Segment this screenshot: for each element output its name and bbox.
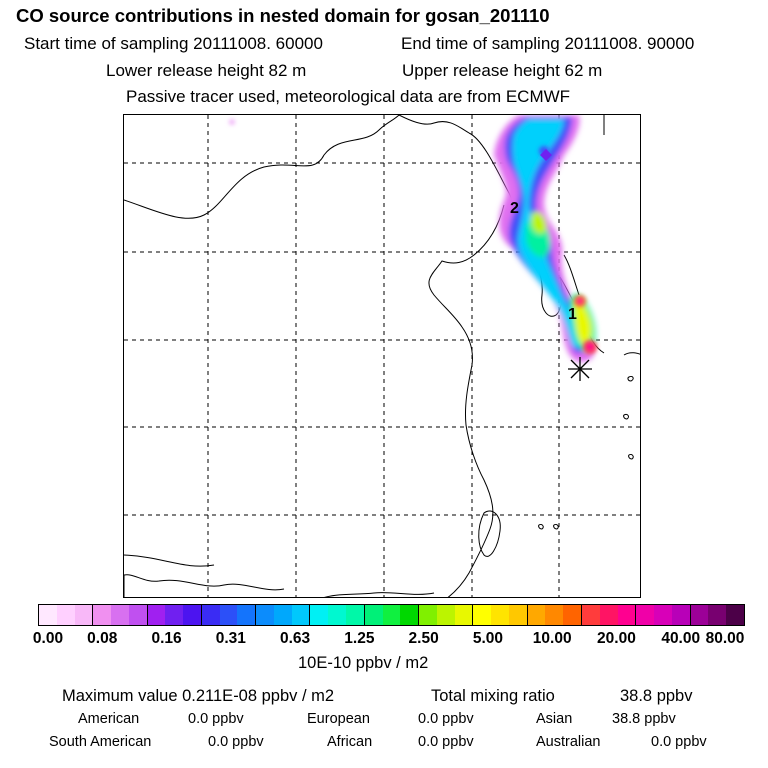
- colorbar-swatch: [654, 605, 672, 625]
- region-value: 38.8 ppbv: [612, 711, 676, 727]
- region-name: South American: [49, 734, 152, 750]
- colorbar-tick-label: 0.08: [87, 630, 118, 647]
- colorbar-tick-label: 20.00: [597, 630, 636, 647]
- region-value: 0.0 ppbv: [418, 734, 474, 750]
- colorbar-swatch: [581, 605, 600, 625]
- region-value: 0.0 ppbv: [188, 711, 244, 727]
- coastlines: [124, 115, 640, 597]
- colorbar-tick-label: 0.63: [279, 630, 311, 647]
- colorbar-swatch: [128, 605, 148, 625]
- colorbar-swatch: [690, 605, 709, 625]
- colorbar-swatch: [328, 605, 347, 625]
- region-name: African: [327, 734, 373, 750]
- total-mixing-ratio-value: 38.8 ppbv: [620, 687, 693, 705]
- maximum-value-label: Maximum value 0.211E-08 ppbv / m2: [62, 687, 335, 705]
- colorbar-tick-label: 80.00: [705, 630, 745, 647]
- colorbar-swatch: [671, 605, 691, 625]
- colorbar-swatch: [454, 605, 474, 625]
- colorbar-tick-label: 0.00: [32, 630, 64, 647]
- colorbar-swatch: [237, 605, 257, 625]
- colorbar-swatch: [617, 605, 637, 625]
- upper-release-height-label: Upper release height 62 m: [402, 61, 603, 80]
- colorbar-swatch: [39, 605, 57, 625]
- lower-release-height-label: Lower release height 82 m: [106, 61, 307, 80]
- concentration-plume: [229, 115, 597, 362]
- colorbar-swatch: [56, 605, 75, 625]
- region-name: American: [78, 711, 140, 727]
- colorbar-tick-label: 40.00: [661, 630, 701, 647]
- colorbar-swatch: [419, 605, 437, 625]
- colorbar-swatch: [636, 605, 655, 625]
- data-source-note: Passive tracer used, meteorological data…: [126, 87, 571, 106]
- colorbar-swatch: [147, 605, 166, 625]
- region-name: Asian: [536, 711, 573, 727]
- region-value: 0.0 ppbv: [208, 734, 264, 750]
- map-canvas: 2 1: [124, 115, 640, 597]
- colorbar-swatch: [364, 605, 383, 625]
- colorbar-swatch: [726, 605, 744, 625]
- colorbar-swatch: [346, 605, 365, 625]
- colorbar-swatch: [93, 605, 112, 625]
- contour-label: 1: [568, 306, 577, 323]
- total-mixing-ratio-label: Total mixing ratio: [431, 687, 555, 705]
- colorbar-swatch: [111, 605, 129, 625]
- region-name: Australian: [536, 734, 601, 750]
- colorbar-swatch: [183, 605, 202, 625]
- colorbar-swatch: [708, 605, 727, 625]
- colorbar-swatch: [491, 605, 509, 625]
- colorbar-swatch: [400, 605, 420, 625]
- colorbar-swatch: [599, 605, 618, 625]
- colorbar-swatch: [201, 605, 220, 625]
- asterisk-icon: [568, 357, 592, 381]
- region-value: 0.0 ppbv: [418, 711, 474, 727]
- colorbar-tick-label: 2.50: [408, 630, 439, 647]
- colorbar-swatch: [219, 605, 238, 625]
- colorbar-tick-label: 10.00: [532, 630, 572, 647]
- colorbar-unit-label: 10E-10 ppbv / m2: [298, 654, 429, 672]
- colorbar-swatch: [436, 605, 455, 625]
- colorbar-swatch: [165, 605, 184, 625]
- colorbar-swatch: [508, 605, 528, 625]
- colorbar-tick-label: 5.00: [472, 630, 503, 647]
- colorbar-swatch: [563, 605, 582, 625]
- region-value: 0.0 ppbv: [651, 734, 707, 750]
- colorbar-tick-label: 1.25: [344, 630, 375, 647]
- colorbar-swatch: [310, 605, 329, 625]
- colorbar-swatch: [74, 605, 94, 625]
- colorbar-tick-label: 0.16: [151, 630, 182, 647]
- map-panel: 2 1: [123, 114, 641, 598]
- lat-lon-grid: [124, 115, 640, 597]
- region-name: European: [307, 711, 370, 727]
- colorbar-swatch: [273, 605, 292, 625]
- colorbar-swatch: [545, 605, 564, 625]
- colorbar-swatch: [382, 605, 401, 625]
- colorbar-swatch: [473, 605, 492, 625]
- plot-title: CO source contributions in nested domain…: [16, 5, 550, 26]
- colorbar-swatch: [291, 605, 311, 625]
- colorbar: [38, 604, 745, 626]
- colorbar-tick-label: 0.31: [215, 630, 246, 647]
- colorbar-swatch: [256, 605, 274, 625]
- start-time-label: Start time of sampling 20111008. 60000: [24, 34, 323, 53]
- colorbar-swatch: [527, 605, 546, 625]
- end-time-label: End time of sampling 20111008. 90000: [401, 34, 695, 53]
- contour-label: 2: [510, 200, 519, 217]
